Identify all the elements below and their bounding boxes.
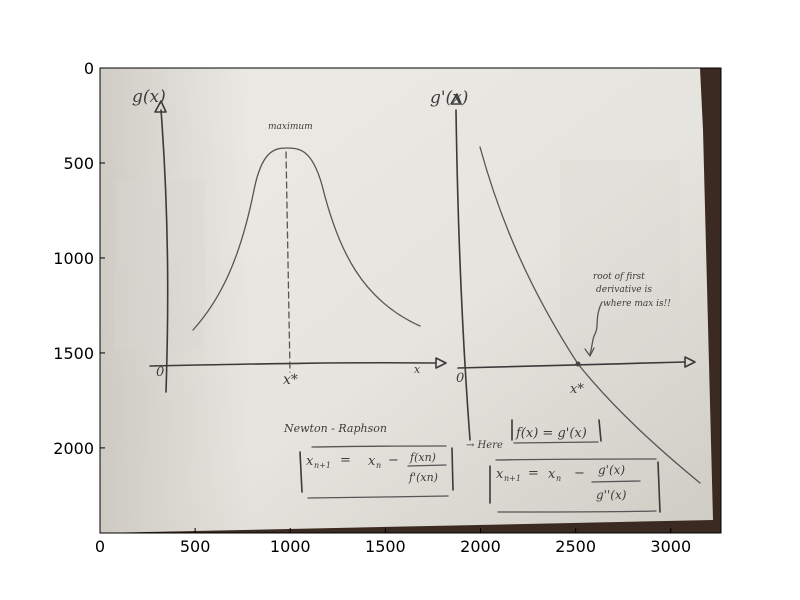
root-annotation-line-1: root of first [593, 272, 645, 282]
paper-bleed-text-right [560, 160, 680, 360]
y-tick-label: 0 [84, 59, 94, 78]
here-note: → Here [466, 440, 503, 451]
x-axis-ticks: 0 500 1000 1500 2000 2500 3000 [95, 528, 691, 556]
update-frac-bar [591, 480, 641, 483]
nr-box-bottom-line [307, 495, 449, 499]
x-tick-label: 500 [180, 537, 211, 556]
substitution-box-right [598, 419, 602, 442]
update-minus: − [574, 466, 585, 481]
nr-frac-numerator: f(xn) [409, 451, 436, 464]
photo: g(x) 0 x maximum x* g'(x) 0 x* root of f… [100, 68, 721, 533]
root-annotation-arrow [589, 301, 603, 355]
nr-lhs: x [306, 454, 314, 469]
update-box-right [657, 461, 661, 513]
y-tick-label: 1000 [53, 249, 94, 268]
left-y-axis-label: g(x) [132, 87, 166, 107]
substitution-underline [513, 441, 599, 444]
peak-label: maximum [268, 122, 313, 132]
nr-lhs-subscript: n+1 [314, 461, 331, 470]
update-eq: = [528, 466, 539, 481]
left-x-star-label: x* [283, 372, 298, 388]
update-frac-numerator: g'(x) [598, 463, 625, 477]
right-y-axis [455, 109, 471, 441]
right-x-star-label: x* [570, 382, 584, 397]
x-tick-label: 2000 [460, 537, 501, 556]
paper-shadow [100, 68, 713, 533]
update-frac-denominator: g''(x) [596, 488, 627, 502]
x-tick-label: 1000 [270, 537, 311, 556]
x-tick-label: 1500 [365, 537, 406, 556]
newton-raphson-block: Newton - Raphson x n+1 = x n − f(xn) f'(… [283, 422, 454, 499]
nr-box-left-bar [299, 451, 303, 493]
paper-bleed-text-left [115, 180, 205, 350]
update-box-top [495, 458, 657, 461]
substitution-block: → Here f(x) = g'(x) [466, 419, 602, 451]
nr-minus: − [388, 453, 399, 468]
right-y-axis-label: g'(x) [430, 88, 468, 108]
left-x-axis [149, 361, 437, 367]
left-sketch: g(x) 0 x maximum x* [132, 87, 447, 393]
nr-box-right-bar [451, 447, 454, 491]
root-annotation-line-3: where max is!! [603, 299, 671, 309]
x-tick-label: 2500 [555, 537, 596, 556]
root-marker [575, 361, 581, 367]
update-box-bottom [497, 510, 657, 513]
y-axis-ticks: 0 500 1000 1500 2000 [53, 59, 105, 458]
nr-box-top-line [311, 445, 447, 448]
nr-rhs-subscript: n [376, 461, 381, 470]
right-x-axis [457, 361, 686, 369]
substitution-formula: f(x) = g'(x) [515, 426, 587, 441]
y-tick-label: 1500 [53, 344, 94, 363]
peak-dashed-line [285, 151, 291, 373]
root-annotation-arrowhead [584, 347, 595, 357]
bell-curve [192, 147, 421, 331]
nr-frac-bar [407, 464, 447, 467]
right-y-arrowhead [450, 93, 462, 105]
right-sketch: g'(x) 0 x* root of first derivative is w… [430, 88, 701, 484]
y-tick-label: 2000 [53, 439, 94, 458]
root-annotation: root of first derivative is where max is… [593, 272, 671, 309]
update-lhs: x [496, 467, 504, 482]
left-y-arrowhead [154, 100, 167, 113]
x-tick-label: 0 [95, 537, 105, 556]
update-rule-block: x n+1 = x n − g'(x) g''(x) [489, 458, 661, 513]
left-origin-label: 0 [156, 365, 164, 380]
right-origin-label: 0 [456, 371, 464, 386]
update-lhs-subscript: n+1 [504, 474, 521, 483]
update-rhs-x: x [548, 467, 556, 482]
update-rhs-subscript: n [556, 474, 561, 483]
nr-frac-denominator: f'(xn) [408, 471, 438, 484]
axes-frame [99, 67, 722, 534]
nr-rhs-x: x [368, 454, 376, 469]
right-x-arrowhead [684, 356, 696, 368]
y-tick-label: 500 [63, 154, 94, 173]
root-annotation-line-2: derivative is [596, 285, 652, 295]
x-tick-label: 3000 [650, 537, 691, 556]
nr-eq: = [340, 453, 351, 468]
left-x-arrowhead [435, 357, 447, 369]
newton-raphson-title: Newton - Raphson [283, 422, 387, 435]
left-x-axis-label: x [414, 363, 421, 376]
